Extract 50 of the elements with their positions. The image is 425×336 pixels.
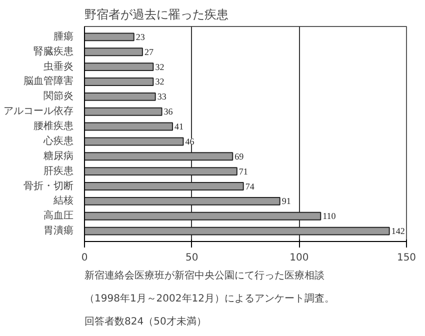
bar <box>84 92 156 101</box>
text: 回答者数824（50才未満） <box>84 316 206 328</box>
x-tick-label: 100 <box>290 252 309 264</box>
data-label: 91 <box>282 196 291 206</box>
y-tick-label: 糖尿病 <box>44 150 74 162</box>
y-tick-label: 腰椎疾患 <box>34 120 74 132</box>
y-tick-label: 脳血管障害 <box>24 75 74 88</box>
bar <box>84 62 154 72</box>
text: 新宿連絡会医療班が新宿中央公園にて行った医療相談 <box>84 270 324 282</box>
y-tick-label: 関節炎 <box>44 91 74 102</box>
data-label: 46 <box>185 136 195 146</box>
y-tick-label: 結核 <box>52 194 74 207</box>
bar <box>84 32 134 42</box>
data-label: 27 <box>144 46 154 57</box>
bar <box>84 196 280 206</box>
chart-title: 野宿者が過去に罹った疾患 <box>84 8 228 22</box>
y-tick-label: アルコール依存 <box>4 105 74 118</box>
y-tick-label: 高血圧 <box>44 210 74 222</box>
x-tick-label: 0 <box>81 252 88 264</box>
bar <box>84 107 162 116</box>
data-label: 110 <box>322 211 336 222</box>
y-tick-label: 虫垂炎 <box>44 60 74 72</box>
data-label: 69 <box>234 151 244 162</box>
y-tick-label: 肝疾患 <box>44 164 74 177</box>
y-tick-label: 胃潰瘍 <box>44 224 74 237</box>
data-label: 142 <box>391 226 405 236</box>
data-label: 36 <box>164 106 174 117</box>
data-label: 32 <box>155 62 164 72</box>
y-tick-label: 心疾患 <box>42 134 74 147</box>
bar <box>84 152 234 161</box>
bar <box>84 167 238 176</box>
bar <box>84 48 143 56</box>
bar <box>84 226 390 236</box>
y-tick-label: 腎臓疾患 <box>34 45 74 58</box>
bar <box>84 137 184 146</box>
data-label: 41 <box>174 122 184 132</box>
y-tick-label: 骨折・切断 <box>24 180 74 192</box>
x-tick-label: 150 <box>396 252 416 264</box>
data-label: 33 <box>157 92 167 102</box>
data-label: 74 <box>245 181 255 192</box>
bar <box>84 212 322 220</box>
data-label: 32 <box>155 76 164 87</box>
bar <box>84 78 154 86</box>
x-tick-label: 50 <box>185 252 198 264</box>
bar <box>84 182 244 190</box>
bar <box>84 122 174 131</box>
text: （1998年1月～2002年12月）によるアンケート調査。 <box>84 292 334 304</box>
data-label: 71 <box>238 166 248 176</box>
y-tick-label: 腫瘍 <box>54 30 74 42</box>
data-label: 23 <box>136 32 146 42</box>
